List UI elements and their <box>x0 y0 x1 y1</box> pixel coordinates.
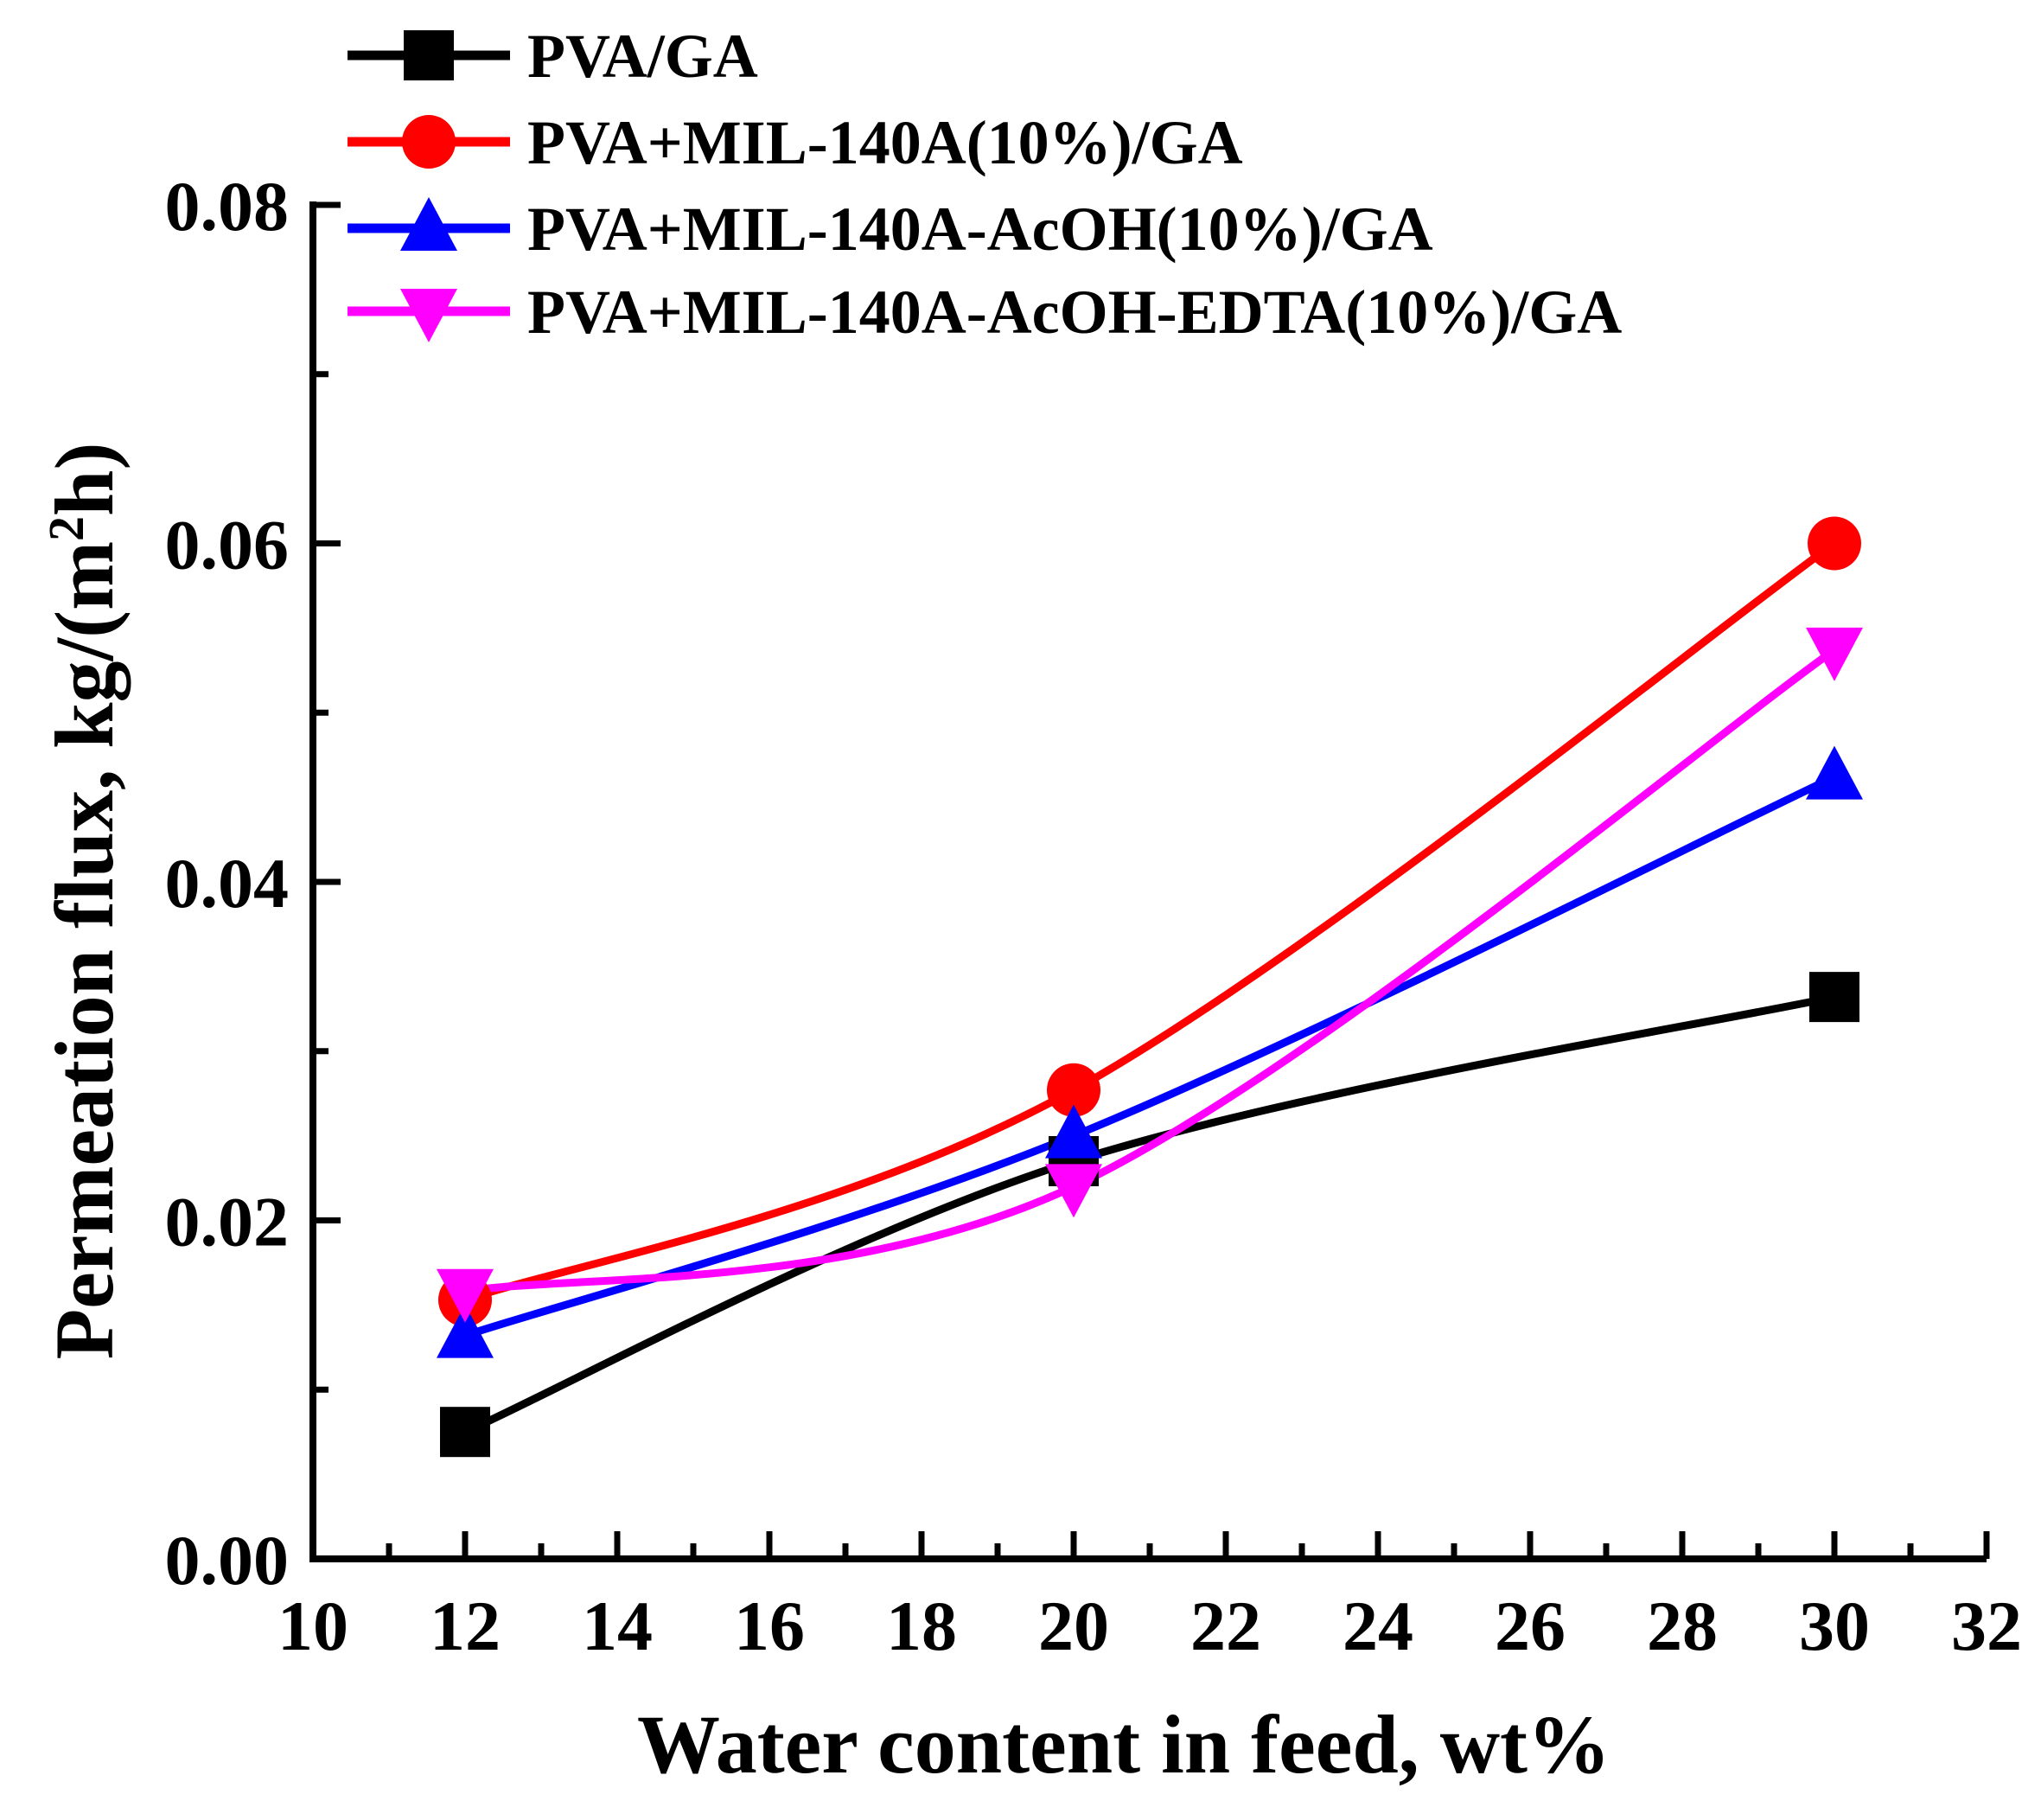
x-tick-label: 10 <box>277 1587 348 1665</box>
legend-label: PVA+MIL-140A(10%)/GA <box>527 108 1243 177</box>
x-tick-label: 12 <box>430 1587 501 1665</box>
y-tick-label: 0.06 <box>165 506 290 584</box>
x-tick-label: 32 <box>1951 1587 2022 1665</box>
x-tick-label: 28 <box>1647 1587 1718 1665</box>
y-axis-title: Permeation flux, kg/(m2h) <box>38 443 131 1360</box>
x-tick-label: 24 <box>1343 1587 1413 1665</box>
x-tick-label: 26 <box>1495 1587 1566 1665</box>
x-tick-label: 18 <box>886 1587 957 1665</box>
data-point-series-0 <box>440 1407 490 1458</box>
y-axis-title-main: Permeation flux, kg/(m <box>38 541 131 1360</box>
axes: 10 12 14 16 18 20 22 24 26 28 30 32 0.00 0.02 0.04 0.06… <box>165 167 2023 1665</box>
x-tick-label: 14 <box>582 1587 653 1665</box>
x-axis-title: Water content in feed, wt% <box>637 1698 1610 1791</box>
plot-series <box>437 516 1863 1458</box>
y-axis-title-tail: h) <box>38 443 131 516</box>
x-tick-label: 20 <box>1038 1587 1109 1665</box>
legend-swatch-marker <box>400 289 457 342</box>
data-point-series-0 <box>1809 972 1859 1023</box>
legend-label: PVA+MIL-140A-AcOH(10%)/GA <box>527 195 1433 264</box>
data-point-series-3 <box>1045 1164 1102 1218</box>
y-tick-label: 0.02 <box>165 1183 290 1261</box>
y-tick-label: 0.08 <box>165 167 290 246</box>
series-line-0 <box>461 993 1839 1436</box>
data-point-series-2 <box>1806 745 1863 800</box>
legend-swatch-marker <box>404 30 454 80</box>
y-tick-label: 0.00 <box>165 1521 290 1600</box>
y-axis-title-superscript: 2 <box>38 516 94 541</box>
legend: PVA/GA PVA+MIL-140A(10%)/GA PVA+MIL-140A-A… <box>348 22 1622 347</box>
data-point-series-1 <box>1047 1063 1100 1117</box>
legend-label: PVA/GA <box>527 22 758 91</box>
x-tick-label: 30 <box>1799 1587 1870 1665</box>
data-point-series-2 <box>1045 1104 1102 1159</box>
data-point-series-3 <box>437 1268 494 1323</box>
data-point-series-1 <box>1808 516 1861 571</box>
data-point-series-2 <box>437 1304 494 1358</box>
legend-swatch-marker <box>402 115 456 169</box>
y-tick-label: 0.04 <box>165 844 290 923</box>
series-line-3 <box>461 646 1839 1296</box>
x-tick-label: 22 <box>1190 1587 1261 1665</box>
legend-label: PVA+MIL-140A-AcOH-EDTA(10%)/GA <box>527 278 1622 347</box>
data-point-series-3 <box>1806 627 1863 681</box>
series-line-2 <box>461 773 1839 1340</box>
series-line-1 <box>461 540 1839 1304</box>
legend-swatch-marker <box>400 197 457 251</box>
x-tick-label: 16 <box>734 1587 805 1665</box>
